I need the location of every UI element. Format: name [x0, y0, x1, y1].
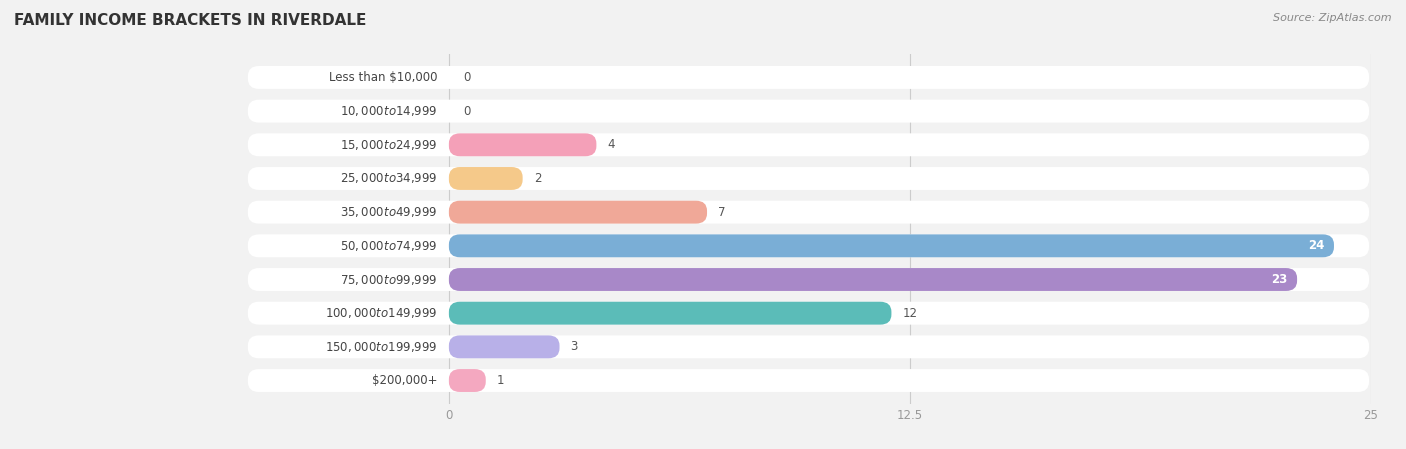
FancyBboxPatch shape	[449, 268, 1298, 291]
Text: 7: 7	[718, 206, 725, 219]
Text: 0: 0	[464, 105, 471, 118]
Text: $50,000 to $74,999: $50,000 to $74,999	[340, 239, 437, 253]
Text: $75,000 to $99,999: $75,000 to $99,999	[340, 273, 437, 286]
FancyBboxPatch shape	[449, 234, 1334, 257]
Text: 2: 2	[534, 172, 541, 185]
Text: $15,000 to $24,999: $15,000 to $24,999	[340, 138, 437, 152]
FancyBboxPatch shape	[449, 167, 523, 190]
Text: $10,000 to $14,999: $10,000 to $14,999	[340, 104, 437, 118]
Text: $35,000 to $49,999: $35,000 to $49,999	[340, 205, 437, 219]
FancyBboxPatch shape	[247, 234, 1369, 257]
Text: 3: 3	[571, 340, 578, 353]
FancyBboxPatch shape	[449, 133, 596, 156]
Text: Less than $10,000: Less than $10,000	[329, 71, 437, 84]
FancyBboxPatch shape	[247, 100, 1369, 123]
Text: 12: 12	[903, 307, 918, 320]
Text: $150,000 to $199,999: $150,000 to $199,999	[325, 340, 437, 354]
Text: 4: 4	[607, 138, 614, 151]
FancyBboxPatch shape	[247, 66, 1369, 89]
Text: $200,000+: $200,000+	[373, 374, 437, 387]
FancyBboxPatch shape	[449, 302, 891, 325]
Text: 23: 23	[1271, 273, 1288, 286]
FancyBboxPatch shape	[247, 201, 1369, 224]
Text: $25,000 to $34,999: $25,000 to $34,999	[340, 172, 437, 185]
FancyBboxPatch shape	[247, 133, 1369, 156]
FancyBboxPatch shape	[247, 369, 1369, 392]
Text: 24: 24	[1309, 239, 1324, 252]
FancyBboxPatch shape	[247, 167, 1369, 190]
Text: $100,000 to $149,999: $100,000 to $149,999	[325, 306, 437, 320]
FancyBboxPatch shape	[247, 335, 1369, 358]
FancyBboxPatch shape	[449, 201, 707, 224]
Text: Source: ZipAtlas.com: Source: ZipAtlas.com	[1274, 13, 1392, 23]
Text: 1: 1	[496, 374, 505, 387]
Text: 0: 0	[464, 71, 471, 84]
Text: FAMILY INCOME BRACKETS IN RIVERDALE: FAMILY INCOME BRACKETS IN RIVERDALE	[14, 13, 367, 28]
FancyBboxPatch shape	[247, 302, 1369, 325]
FancyBboxPatch shape	[449, 335, 560, 358]
FancyBboxPatch shape	[247, 268, 1369, 291]
FancyBboxPatch shape	[449, 369, 485, 392]
